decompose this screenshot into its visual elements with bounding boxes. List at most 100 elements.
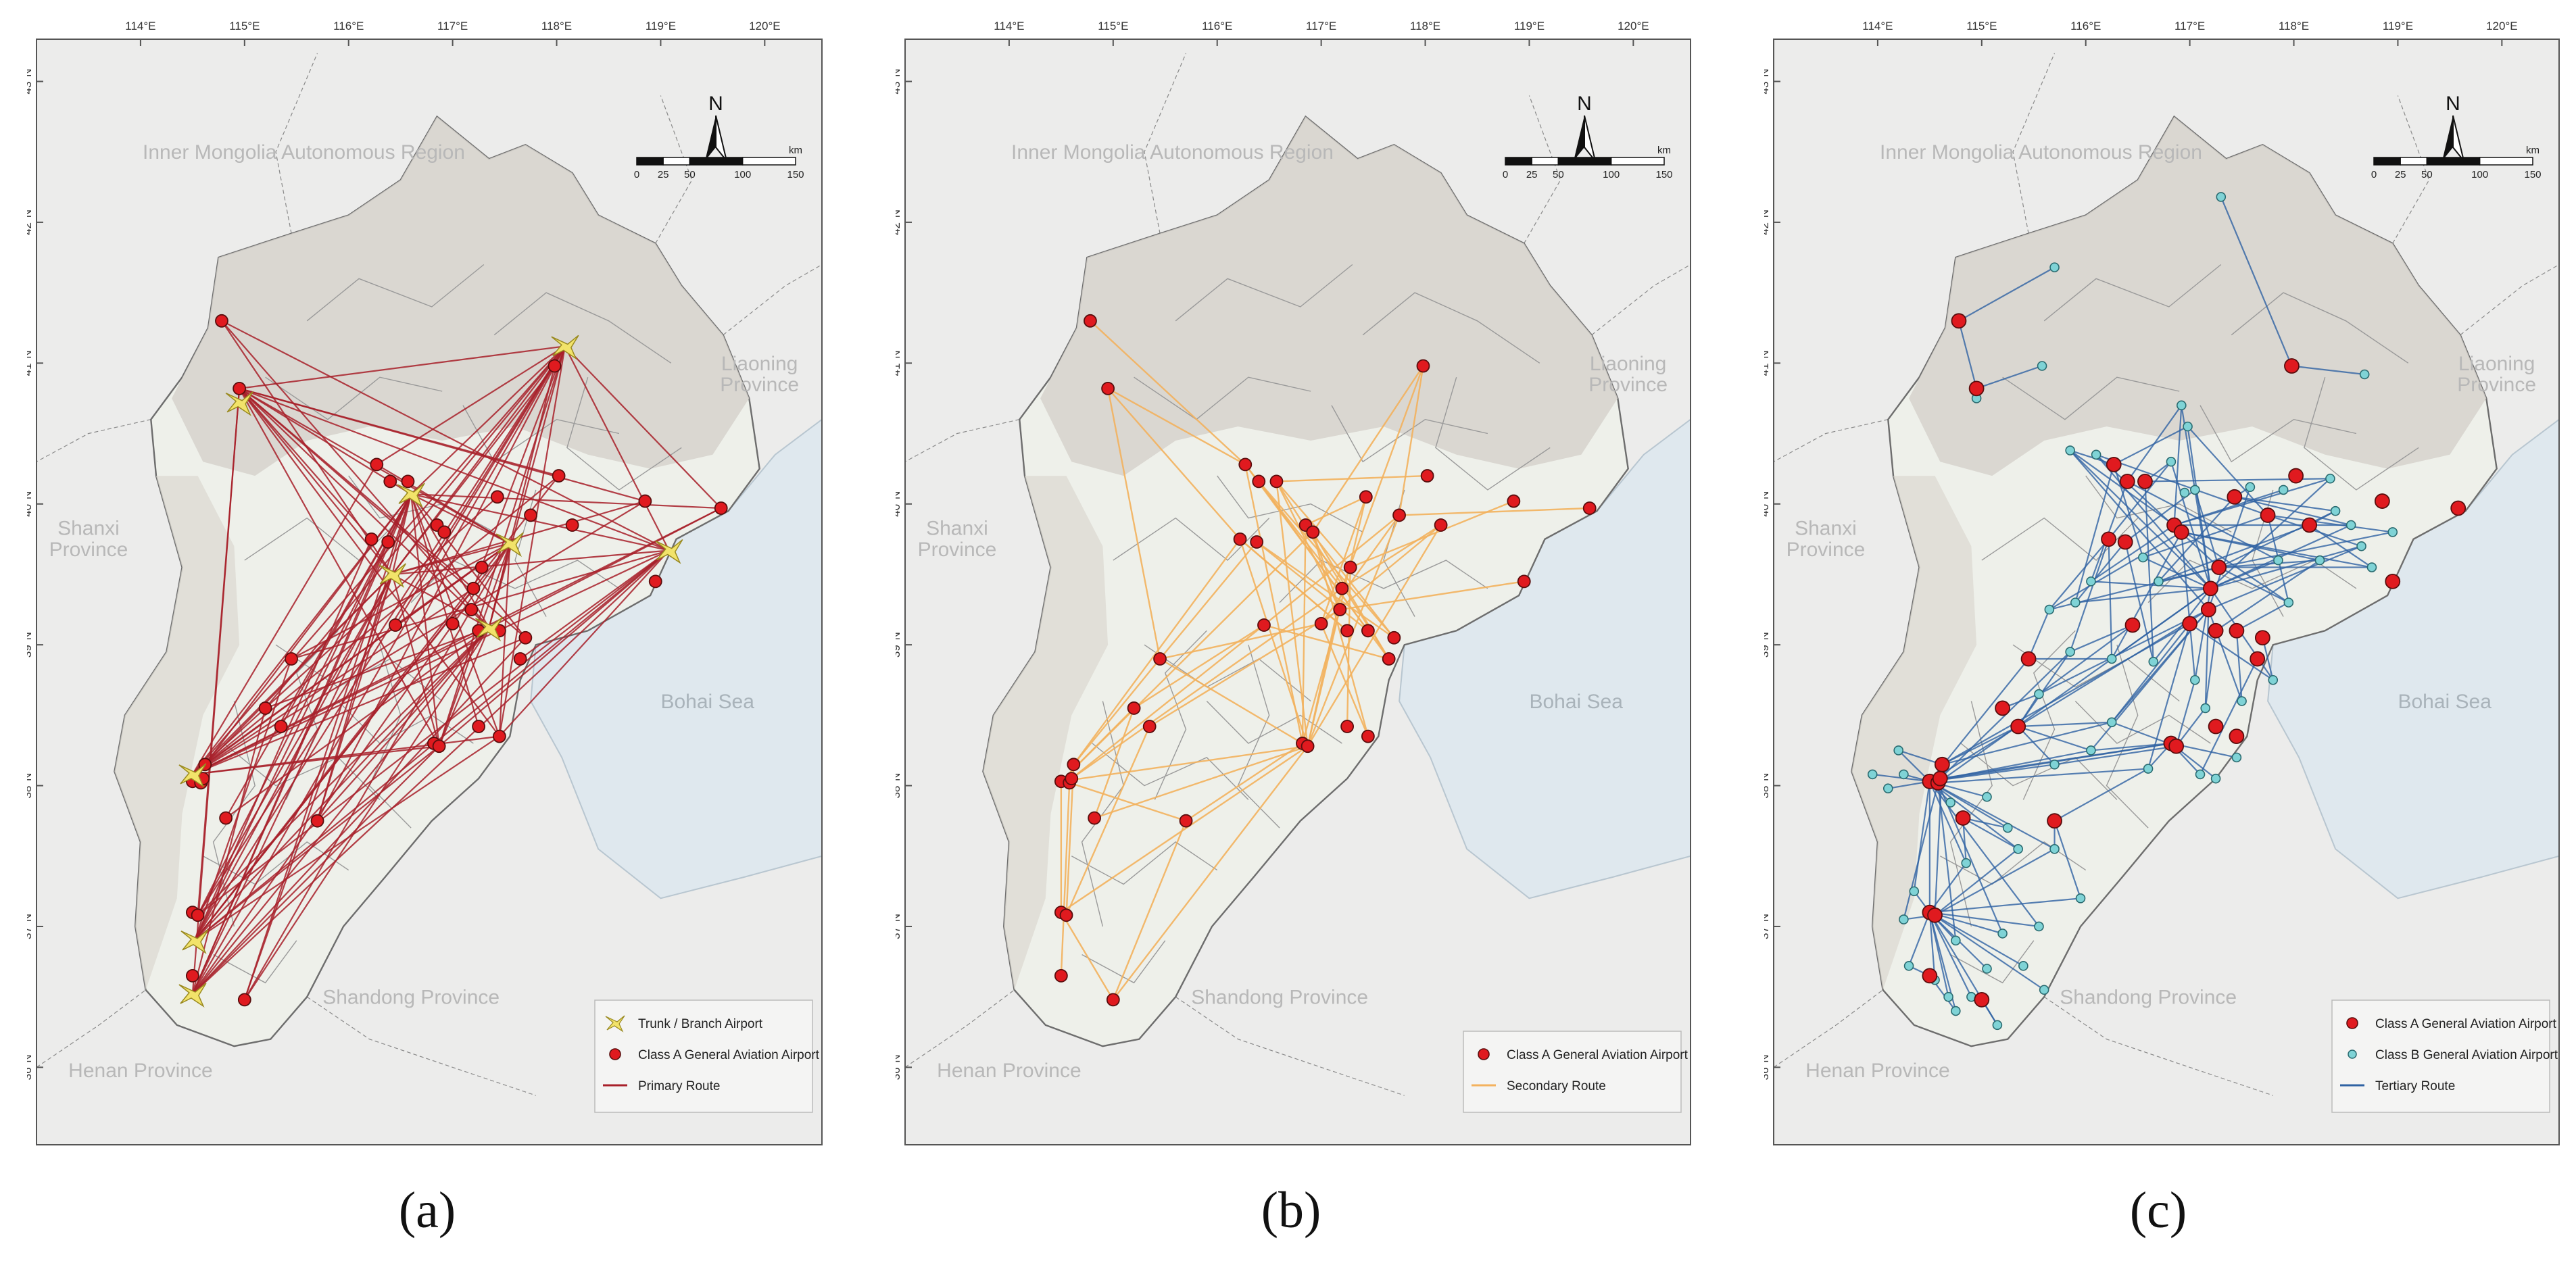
class-b-airport[interactable] bbox=[2359, 369, 2370, 380]
class-b-airport[interactable] bbox=[1899, 769, 1909, 780]
class-b-airport[interactable] bbox=[1867, 769, 1878, 780]
class-b-airport[interactable] bbox=[2330, 505, 2341, 516]
class-b-airport[interactable] bbox=[2190, 674, 2200, 685]
class-a-airport[interactable] bbox=[1269, 474, 1284, 489]
class-a-airport[interactable] bbox=[185, 969, 199, 983]
class-a-airport[interactable] bbox=[565, 518, 579, 532]
class-b-airport[interactable] bbox=[2065, 445, 2075, 455]
class-a-airport[interactable] bbox=[1416, 359, 1430, 373]
class-a-airport[interactable] bbox=[401, 474, 415, 489]
class-a-airport[interactable] bbox=[1301, 739, 1315, 753]
class-b-airport[interactable] bbox=[2049, 844, 2060, 854]
class-a-airport[interactable] bbox=[2450, 500, 2466, 516]
class-a-airport[interactable] bbox=[1335, 581, 1349, 595]
class-a-airport[interactable] bbox=[432, 739, 446, 753]
class-a-airport[interactable] bbox=[1974, 991, 1990, 1008]
class-a-airport[interactable] bbox=[1934, 756, 1950, 772]
class-b-airport[interactable] bbox=[2086, 576, 2096, 587]
class-a-airport[interactable] bbox=[437, 525, 452, 539]
class-a-airport[interactable] bbox=[1233, 532, 1247, 546]
class-a-airport[interactable] bbox=[2385, 573, 2401, 589]
class-a-airport[interactable] bbox=[2173, 524, 2189, 540]
class-a-airport[interactable] bbox=[1088, 811, 1102, 825]
class-a-airport[interactable] bbox=[2208, 718, 2224, 735]
class-a-airport[interactable] bbox=[1067, 758, 1081, 772]
class-a-airport[interactable] bbox=[1392, 508, 1406, 522]
class-b-airport[interactable] bbox=[2018, 961, 2028, 971]
class-a-airport[interactable] bbox=[1059, 908, 1073, 922]
class-a-airport[interactable] bbox=[1252, 474, 1266, 489]
class-a-airport[interactable] bbox=[2284, 358, 2300, 374]
class-b-airport[interactable] bbox=[2387, 527, 2398, 537]
class-b-airport[interactable] bbox=[1951, 935, 1961, 946]
class-a-airport[interactable] bbox=[237, 993, 251, 1007]
trunk-airport-icon[interactable] bbox=[655, 539, 683, 564]
class-b-airport[interactable] bbox=[2106, 717, 2117, 728]
class-a-airport[interactable] bbox=[1065, 772, 1079, 786]
class-a-airport[interactable] bbox=[1507, 494, 1521, 508]
class-b-airport[interactable] bbox=[2013, 844, 2023, 854]
class-b-airport[interactable] bbox=[2177, 400, 2187, 411]
class-a-airport[interactable] bbox=[364, 532, 379, 546]
class-a-airport[interactable] bbox=[2119, 474, 2135, 489]
class-a-airport[interactable] bbox=[1922, 968, 1938, 984]
class-a-airport[interactable] bbox=[2200, 601, 2216, 618]
class-a-airport[interactable] bbox=[1333, 603, 1347, 616]
class-a-airport[interactable] bbox=[1420, 469, 1434, 483]
trunk-airport-icon[interactable] bbox=[178, 983, 207, 1008]
class-a-airport[interactable] bbox=[1361, 624, 1375, 638]
class-a-airport[interactable] bbox=[2168, 738, 2185, 754]
class-b-airport[interactable] bbox=[2049, 262, 2060, 272]
class-b-airport[interactable] bbox=[2065, 647, 2075, 657]
class-b-airport[interactable] bbox=[2034, 689, 2044, 699]
class-a-airport[interactable] bbox=[475, 560, 489, 574]
class-b-airport[interactable] bbox=[2278, 485, 2289, 495]
class-b-airport[interactable] bbox=[1982, 791, 1992, 802]
class-a-airport[interactable] bbox=[1582, 501, 1597, 515]
class-a-airport[interactable] bbox=[2302, 517, 2318, 533]
class-a-airport[interactable] bbox=[2117, 534, 2133, 550]
class-b-airport[interactable] bbox=[2268, 674, 2279, 685]
class-a-airport[interactable] bbox=[464, 603, 479, 616]
class-b-airport[interactable] bbox=[2273, 555, 2283, 566]
class-a-airport[interactable] bbox=[1179, 814, 1193, 828]
class-a-airport[interactable] bbox=[648, 574, 662, 589]
class-b-airport[interactable] bbox=[2346, 520, 2356, 530]
class-a-airport[interactable] bbox=[2260, 508, 2276, 523]
trunk-airport-icon[interactable] bbox=[475, 616, 504, 642]
trunk-airport-icon[interactable] bbox=[378, 563, 407, 588]
class-b-airport[interactable] bbox=[2148, 656, 2159, 667]
class-a-airport[interactable] bbox=[2124, 617, 2141, 633]
class-a-airport[interactable] bbox=[548, 359, 562, 373]
trunk-airport-icon[interactable] bbox=[225, 391, 253, 416]
class-a-airport[interactable] bbox=[1361, 729, 1375, 743]
class-b-airport[interactable] bbox=[2106, 653, 2117, 664]
class-b-airport[interactable] bbox=[1903, 961, 1914, 971]
class-b-airport[interactable] bbox=[2366, 562, 2377, 572]
class-a-airport[interactable] bbox=[466, 581, 481, 595]
class-b-airport[interactable] bbox=[1982, 964, 1992, 974]
class-a-airport[interactable] bbox=[1340, 720, 1355, 733]
class-b-airport[interactable] bbox=[2183, 421, 2193, 432]
class-a-airport[interactable] bbox=[383, 474, 397, 489]
class-a-airport[interactable] bbox=[1517, 574, 1531, 589]
class-a-airport[interactable] bbox=[552, 469, 566, 483]
class-a-airport[interactable] bbox=[2211, 560, 2227, 575]
class-a-airport[interactable] bbox=[2203, 580, 2218, 597]
class-b-airport[interactable] bbox=[2245, 482, 2256, 493]
class-a-airport[interactable] bbox=[2047, 813, 2062, 829]
class-a-airport[interactable] bbox=[1359, 490, 1373, 504]
class-a-airport[interactable] bbox=[2254, 630, 2270, 646]
class-a-airport[interactable] bbox=[274, 720, 288, 733]
class-b-airport[interactable] bbox=[2179, 487, 2190, 498]
class-a-airport[interactable] bbox=[492, 729, 506, 743]
class-b-airport[interactable] bbox=[1899, 914, 1909, 924]
class-b-airport[interactable] bbox=[2210, 773, 2221, 784]
class-a-airport[interactable] bbox=[2250, 651, 2266, 667]
class-a-airport[interactable] bbox=[1387, 630, 1401, 645]
class-a-airport[interactable] bbox=[445, 616, 460, 630]
class-b-airport[interactable] bbox=[2154, 576, 2164, 587]
class-b-airport[interactable] bbox=[2231, 752, 2242, 763]
class-b-airport[interactable] bbox=[2190, 485, 2200, 495]
class-a-airport[interactable] bbox=[1932, 770, 1948, 787]
